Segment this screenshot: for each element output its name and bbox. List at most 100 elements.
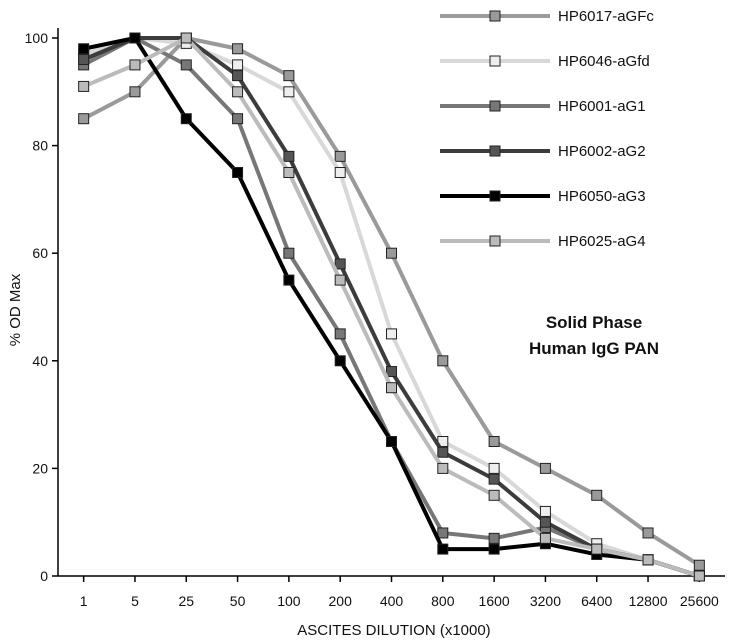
series-line [83,36,700,578]
y-tick-label: 80 [32,138,48,154]
x-tick-label: 6400 [581,593,612,609]
annotation-line-1: Solid Phase [546,313,642,332]
series-group [78,32,705,582]
data-point [591,543,603,555]
data-point [283,150,295,162]
legend-label: HP6001-aG1 [558,98,646,115]
annotation-line-2: Human IgG PAN [529,339,659,358]
y-tick-label: 0 [40,568,48,584]
legend-swatch-marker [489,235,501,247]
series-group [78,32,705,582]
data-point [232,113,244,125]
data-point [129,32,141,44]
data-point [693,570,705,582]
data-point [283,167,295,178]
data-point [539,516,551,528]
series-line [82,36,700,578]
x-tick-label: 1600 [479,593,510,609]
x-tick-label: 50 [230,593,246,609]
series-layer [78,32,705,582]
x-tick-label: 25600 [680,593,719,609]
data-point [488,489,500,501]
series-line [82,36,700,578]
data-point [437,543,449,555]
data-point [488,532,500,544]
x-tick-label: 12800 [629,593,668,609]
data-point [488,462,500,474]
data-point [437,462,449,474]
data-point [386,247,397,259]
legend-label: HP6050-aG3 [558,188,646,205]
data-point [386,366,397,378]
data-point [283,247,295,259]
legend: HP6017-aGFc HP6046-aGfd HP6001-aG1 HP6002-a… [440,8,654,250]
data-point [642,554,654,566]
data-point [180,32,192,44]
legend-label: HP6017-aGFc [558,8,654,25]
data-point [539,505,551,517]
legend-label: HP6025-aG4 [558,233,646,250]
data-point [539,532,551,544]
legend-label: HP6046-aGfd [558,53,650,70]
series-group [78,32,705,582]
x-tick-label: 400 [380,593,404,609]
legend-item: HP6046-aGfd [440,53,650,70]
data-point [693,559,705,571]
data-point [232,86,244,98]
series-group [78,32,705,582]
data-point [78,54,90,66]
data-point [334,328,346,340]
legend-item: HP6001-aG1 [440,98,646,115]
legend-item: HP6025-aG4 [440,233,646,250]
legend-item: HP6050-aG3 [440,188,646,205]
data-point [129,86,141,98]
x-tick-label: 1 [80,593,88,609]
legend-swatch-marker [489,190,501,202]
data-point [334,355,346,367]
x-tick-label: 3200 [530,593,561,609]
data-point [232,43,244,55]
data-point [488,473,500,485]
legend-swatch-marker [489,10,501,22]
y-tick-label: 100 [25,30,49,46]
x-tick-label: 5 [131,593,139,609]
data-point [591,489,603,501]
x-axis-title: ASCITES DILUTION (x1000) [297,622,490,639]
data-point [334,167,346,178]
x-tick-label: 100 [277,593,301,609]
legend-swatch-marker [489,55,501,67]
series-line [82,36,701,567]
data-point [437,355,449,367]
y-axis-title: % OD Max [7,273,24,346]
data-point [180,113,192,125]
data-point [386,328,397,340]
y-tick-label: 40 [32,353,48,369]
data-point [78,80,90,92]
legend-label: HP6002-aG2 [558,143,646,160]
y-tick-label: 20 [32,460,48,476]
data-point [334,274,346,286]
legend-swatch-marker [489,100,501,112]
data-point [386,436,397,447]
data-point [437,527,449,539]
series-line [82,36,700,578]
y-tick-label: 60 [32,245,48,261]
data-point [180,59,192,71]
x-tick-label: 200 [329,593,353,609]
legend-item: HP6002-aG2 [440,143,646,160]
x-tick-label: 800 [431,593,455,609]
data-point [437,446,449,458]
data-point [386,382,397,394]
data-point [78,113,90,125]
data-point [232,70,244,82]
data-point [488,543,500,555]
data-point [78,43,90,55]
data-point [334,150,346,162]
x-tick-label: 25 [178,593,194,609]
data-point [129,59,141,71]
data-point [488,436,500,447]
data-point [283,86,295,98]
axes: 0 20 40 60 80 100 1 5 25 50 100 200 400 800 1600 3200 64… [25,28,725,609]
legend-swatch-marker [489,145,501,157]
